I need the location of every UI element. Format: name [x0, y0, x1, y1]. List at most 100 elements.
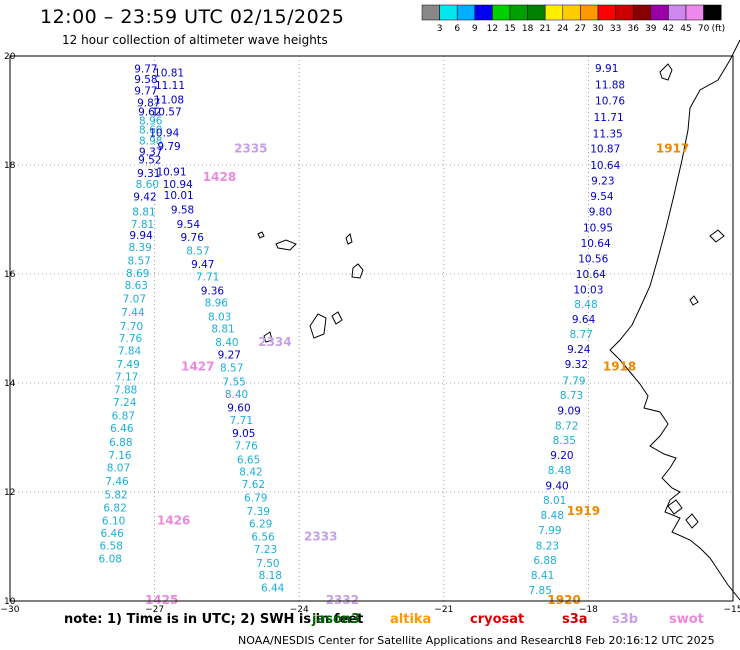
swh-value: 7.16 — [108, 450, 132, 462]
swh-value: 7.71 — [230, 415, 253, 427]
swh-value: 10.64 — [576, 269, 606, 281]
swh-value: 6.10 — [102, 515, 125, 527]
swh-value: 8.48 — [574, 299, 597, 311]
swh-value: 8.18 — [259, 570, 282, 582]
swh-value: 8.72 — [555, 421, 578, 433]
pass-time-label: 2333 — [304, 530, 337, 544]
swh-value: 8.81 — [132, 206, 155, 218]
swh-value: 10.64 — [590, 160, 620, 172]
swh-value: 8.57 — [186, 246, 209, 258]
swh-value: 9.60 — [227, 403, 250, 415]
swh-value: 8.48 — [541, 510, 564, 522]
swh-value: 10.76 — [595, 96, 625, 108]
swh-value: 6.56 — [251, 532, 275, 544]
swh-value: 6.46 — [100, 528, 124, 540]
swh-value: 7.79 — [562, 375, 585, 387]
swh-value: 10.03 — [573, 284, 603, 296]
swh-value: 8.96 — [205, 297, 229, 309]
swh-value: 8.40 — [225, 389, 248, 401]
swh-value: 9.37 — [139, 146, 162, 158]
footer-timestamp: 18 Feb 20:16:12 UTC 2025 — [568, 634, 715, 647]
swh-value: 8.35 — [553, 435, 576, 447]
x-tick-label: −21 — [434, 605, 453, 615]
swh-value: 7.76 — [234, 441, 258, 453]
swh-value: 9.58 — [171, 205, 194, 217]
swh-value: 7.81 — [131, 219, 154, 231]
swh-value: 7.23 — [254, 544, 277, 556]
swh-value: 8.98 — [139, 135, 162, 147]
swh-value: 8.40 — [215, 337, 238, 349]
swh-value: 9.62 — [138, 107, 161, 119]
swh-value: 9.47 — [191, 259, 214, 271]
swh-value: 6.29 — [249, 519, 272, 531]
swh-value: 11.11 — [155, 80, 185, 92]
island-outline — [309, 313, 327, 339]
swh-value: 10.87 — [590, 144, 620, 156]
swh-value: 11.88 — [595, 79, 625, 91]
swh-value: 5.82 — [104, 490, 127, 502]
legend-unit: (ft) — [712, 24, 726, 34]
swh-value: 10.91 — [156, 167, 186, 179]
swh-value: 6.65 — [237, 454, 260, 466]
swh-value: 8.48 — [548, 465, 571, 477]
swh-value: 8.60 — [139, 125, 162, 137]
swh-value: 6.79 — [244, 492, 267, 504]
swh-value: 9.91 — [595, 63, 618, 75]
swh-value: 9.87 — [137, 97, 160, 109]
legend-tick-label: 6 — [454, 24, 460, 34]
swh-value: 10.56 — [578, 254, 608, 266]
pass-time-label: 1917 — [656, 142, 689, 156]
legend-tick-label: 45 — [680, 24, 691, 34]
swh-value: 6.08 — [99, 553, 122, 565]
x-tick-label: −18 — [579, 605, 598, 615]
swh-value: 7.85 — [529, 585, 552, 597]
island-outline — [685, 513, 699, 529]
legend-tick-label: 33 — [610, 24, 621, 34]
swh-value: 9.79 — [157, 141, 180, 153]
legend-tick-label: 18 — [522, 24, 534, 34]
swh-value: 9.31 — [137, 168, 160, 180]
swh-value: 6.46 — [110, 423, 134, 435]
pass-time-label: 1425 — [145, 593, 178, 607]
swh-value: 7.70 — [120, 321, 143, 333]
pass-time-label: 1428 — [203, 170, 236, 184]
swh-value: 8.39 — [128, 242, 151, 254]
swh-value: 7.71 — [196, 272, 219, 284]
legend-tick-label: 24 — [557, 24, 569, 34]
swh-value: 9.54 — [590, 191, 614, 203]
swh-value: 10.94 — [149, 127, 179, 139]
swh-value: 7.84 — [118, 345, 142, 357]
swh-value: 8.42 — [239, 466, 262, 478]
swh-value: 9.64 — [572, 314, 596, 326]
legend-tick-label: 21 — [539, 24, 550, 34]
legend-tick-label: 42 — [663, 24, 674, 34]
swh-value: 7.55 — [222, 376, 245, 388]
swh-value: 10.95 — [583, 223, 613, 235]
swh-value: 11.71 — [594, 112, 624, 124]
swh-value: 7.99 — [538, 525, 561, 537]
legend-tick-label: 9 — [472, 24, 478, 34]
pass-time-label: 1427 — [181, 360, 214, 374]
page-title: 12:00 – 23:59 UTC 02/15/2025 — [40, 6, 345, 28]
swh-value: 9.05 — [232, 428, 255, 440]
swh-value: 8.41 — [531, 570, 554, 582]
swh-value: 10.94 — [163, 179, 193, 191]
y-tick-label: 10 — [4, 597, 16, 607]
swh-value: 9.77 — [134, 64, 157, 76]
swh-value: 6.82 — [103, 502, 126, 514]
island-outline — [257, 231, 265, 239]
legend-tick-label: 30 — [592, 24, 604, 34]
swh-value: 8.60 — [136, 179, 159, 191]
swh-value: 7.44 — [121, 307, 145, 319]
swh-value: 10.57 — [152, 107, 182, 119]
island-outline — [345, 233, 353, 245]
pass-time-label: 2332 — [326, 593, 359, 607]
mission-label-s3a: s3a — [562, 612, 588, 627]
swh-value: 10.81 — [154, 67, 184, 79]
legend-swatch — [703, 4, 722, 21]
swh-value: 8.57 — [220, 363, 243, 375]
swh-value: 8.81 — [211, 324, 234, 336]
mission-label-swot: swot — [669, 612, 704, 627]
swh-value: 7.46 — [105, 476, 129, 488]
